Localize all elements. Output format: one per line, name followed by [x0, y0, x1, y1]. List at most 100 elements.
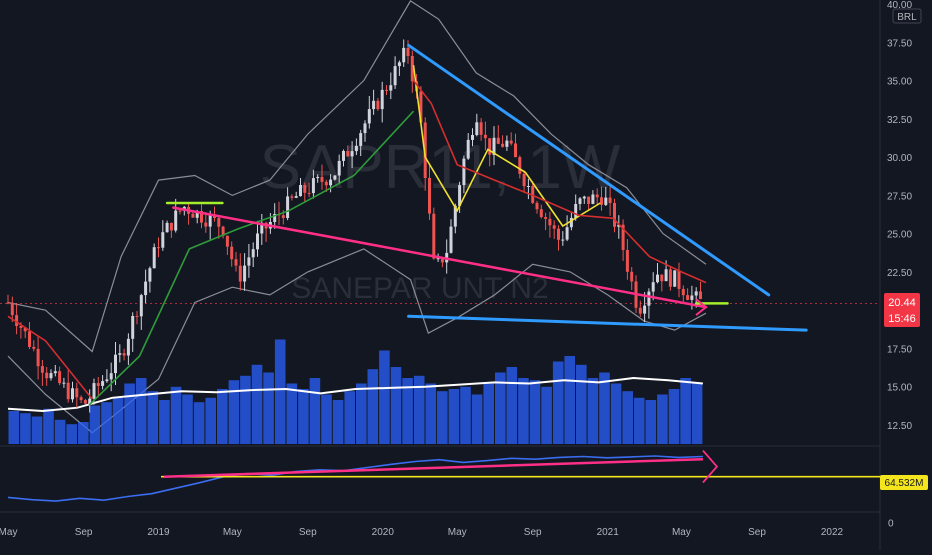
obv-value-text: 64.532M	[885, 478, 924, 489]
candle-body	[118, 353, 122, 355]
upper-falling-line-trendline[interactable]	[407, 43, 771, 297]
candle-body	[32, 346, 36, 349]
volume-bar	[471, 394, 483, 444]
candle-body	[492, 137, 496, 155]
lower-support-line-trendline[interactable]	[407, 314, 808, 332]
candle-body	[449, 226, 453, 253]
price-tick-label: 12.50	[887, 421, 912, 432]
volume-bar	[251, 364, 263, 444]
candle-body	[45, 372, 49, 379]
candle-body	[582, 196, 586, 199]
candle-body	[694, 291, 698, 296]
volume-bar	[54, 419, 66, 444]
candle-body	[15, 315, 19, 326]
volume-bar	[356, 383, 367, 444]
volume-bar	[483, 383, 494, 444]
watermark-symbol: SAPR11, 1W	[260, 133, 621, 202]
candle-body	[578, 198, 582, 204]
candle-body	[299, 185, 302, 197]
candle-body	[466, 139, 470, 159]
volume-bar	[633, 397, 645, 444]
volume-bar	[332, 400, 344, 444]
volume-bar	[240, 375, 251, 444]
candle-body	[522, 173, 526, 187]
candle-body	[204, 222, 208, 227]
candle-body	[92, 383, 96, 399]
time-tick-label: May	[0, 527, 17, 538]
candle-body	[518, 157, 522, 174]
candle-body	[114, 354, 117, 374]
candle-body	[535, 202, 539, 210]
candle-body	[483, 134, 487, 139]
time-tick-label: Sep	[524, 527, 542, 538]
volume-bar	[228, 380, 240, 444]
obv-zero-label: 0	[888, 519, 894, 530]
candle-body	[96, 383, 100, 386]
time-tick-label: 2019	[147, 527, 170, 538]
volume-bar	[309, 378, 321, 444]
volume-bar	[8, 411, 20, 444]
candle-body	[423, 122, 427, 178]
candle-body	[200, 211, 203, 223]
candle-body	[660, 274, 664, 282]
volume-bar	[645, 400, 657, 444]
candle-body	[208, 215, 212, 227]
volume-bar	[205, 397, 216, 444]
trendlines[interactable]	[165, 43, 808, 332]
volume-bar	[552, 361, 564, 444]
obv-pink-trendline	[164, 457, 703, 478]
candle-body	[681, 288, 685, 296]
volume-bar	[147, 391, 159, 444]
candle-body	[686, 295, 690, 300]
candle-body	[303, 185, 307, 193]
candle-body	[126, 338, 130, 356]
candle-body	[62, 382, 66, 384]
candle-body	[230, 246, 234, 260]
candle-body	[101, 381, 105, 386]
volume-bar	[20, 413, 31, 444]
candle-body	[651, 282, 655, 292]
price-tick-label: 15.00	[887, 383, 912, 394]
candle-body	[453, 205, 457, 227]
volume-bar	[112, 397, 124, 444]
candle-body	[643, 305, 647, 314]
candle-body	[664, 269, 668, 282]
time-tick-label: May	[448, 527, 467, 538]
candle-body	[28, 331, 31, 347]
candle-body	[350, 151, 354, 157]
candle-body	[75, 388, 79, 398]
volume-bar	[622, 391, 633, 444]
time-axis[interactable]: May Sep 2019 May Sep 2020 May Sep 2021 May Sep 2022	[0, 527, 844, 538]
candle-body	[561, 239, 565, 241]
candle-body	[71, 388, 74, 400]
candle-body	[471, 135, 474, 140]
candle-body	[410, 56, 414, 82]
currency-text: BRL	[897, 12, 917, 23]
currency-label[interactable]: BRL	[892, 8, 922, 24]
candle-body	[346, 151, 350, 157]
volume-bar	[217, 389, 228, 444]
candle-body	[595, 194, 599, 198]
descending-line-trendline[interactable]	[172, 206, 708, 309]
time-tick-label: May	[672, 527, 691, 538]
candle-body	[337, 160, 341, 176]
moving-averages	[7, 65, 707, 406]
candle-body	[105, 379, 109, 382]
candle-body	[354, 145, 358, 152]
time-tick-label: Sep	[75, 527, 93, 538]
candle-body	[273, 214, 277, 222]
price-tick-label: 22.50	[887, 268, 912, 279]
candle-body	[152, 247, 156, 269]
candle-body	[88, 398, 92, 404]
price-tick-label: 17.50	[887, 345, 912, 356]
price-tick-label: 37.50	[887, 38, 912, 49]
volume-bar	[43, 408, 54, 444]
candle-body	[342, 151, 345, 161]
volume-bar	[437, 391, 448, 444]
candle-body	[247, 257, 251, 266]
volume-bar	[193, 402, 205, 444]
candle-body	[380, 89, 384, 110]
candle-body	[673, 270, 677, 287]
